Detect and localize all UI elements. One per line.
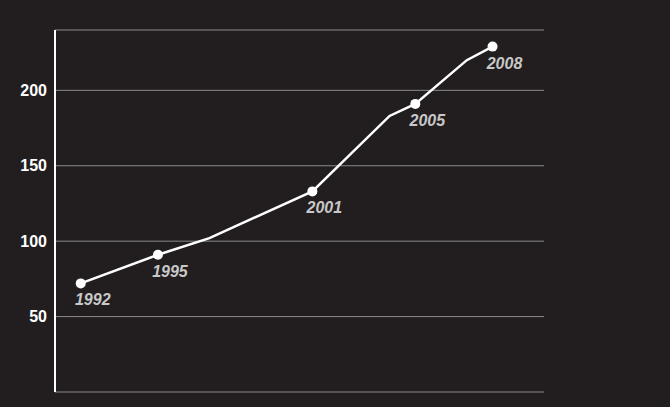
svg-text:100: 100 [20, 233, 47, 250]
svg-text:150: 150 [20, 157, 47, 174]
svg-text:2001: 2001 [306, 199, 343, 216]
svg-text:2008: 2008 [486, 55, 523, 72]
svg-text:1995: 1995 [152, 263, 189, 280]
svg-text:2005: 2005 [409, 112, 447, 129]
svg-text:50: 50 [29, 308, 47, 325]
svg-text:1992: 1992 [75, 291, 111, 308]
svg-text:200: 200 [20, 82, 47, 99]
